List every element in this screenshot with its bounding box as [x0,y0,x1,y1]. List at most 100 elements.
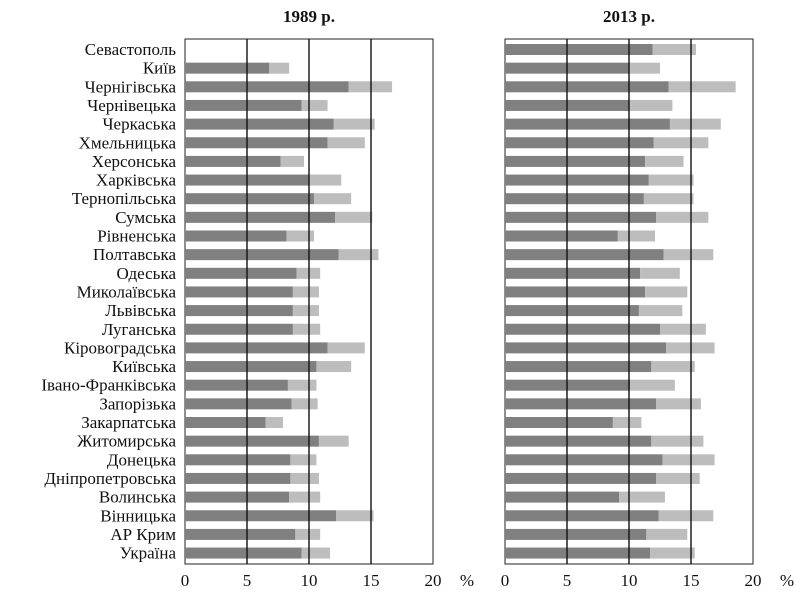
bar-2013-row-12-seg-0 [505,267,641,279]
bar-1989-row-26-seg-1 [295,528,321,540]
bar-1989-row-2-seg-0 [185,81,349,93]
bar-2013-row-0-seg-1 [652,44,696,55]
bar-1989-row-1-seg-1 [269,62,290,74]
bar-1989-row-25-seg-1 [336,510,374,522]
bar-1989-row-4-seg-1 [333,118,375,130]
category-label-27: Україна [120,544,177,563]
bar-2013-row-25-seg-0 [505,510,659,522]
bar-1989-row-6-seg-0 [185,155,281,167]
bar-2013-row-25-seg-1 [658,510,714,522]
bar-1989-row-23-seg-1 [290,472,319,484]
bar-2013-row-14-seg-0 [505,305,639,317]
x-tick-label-2013-0: 0 [501,571,510,590]
panel-1989-title: 1989 р. [283,7,335,26]
category-label-24: Волинська [99,488,177,507]
bar-1989-row-15-seg-1 [292,323,321,335]
category-label-8: Тернопільська [72,189,177,208]
x-tick-label-1989-10: 10 [301,571,318,590]
category-label-3: Чернівецька [87,96,176,115]
panel-2013-title: 2013 р. [603,7,655,26]
bar-1989-row-3-seg-0 [185,99,302,111]
bar-2013-row-10-seg-1 [617,230,656,242]
bar-1989-row-11-seg-1 [338,249,379,261]
bar-1989-row-10-seg-1 [286,230,314,242]
bar-2013-row-14-seg-1 [638,305,683,317]
category-label-19: Запорізька [99,394,176,413]
bar-2013-row-2-seg-1 [668,81,736,93]
category-label-25: Вінницька [100,506,176,525]
bar-1989-row-6-seg-1 [280,155,305,167]
x-unit-label-1989: % [460,571,474,590]
bar-1989-row-18-seg-1 [287,379,317,391]
bar-2013-row-12-seg-1 [640,267,680,279]
bar-1989-row-19-seg-0 [185,398,292,410]
bar-1989-row-24-seg-1 [289,491,321,503]
bar-2013-row-9-seg-0 [505,211,657,223]
category-label-12: Одеська [116,264,176,283]
bar-2013-row-5-seg-1 [653,137,709,149]
bar-1989-row-20-seg-1 [265,417,283,428]
bar-1989-row-5-seg-0 [185,137,328,149]
category-label-15: Луганська [102,320,177,339]
bar-2013-row-8-seg-1 [643,193,694,205]
category-label-22: Донецька [107,450,177,469]
bar-2013-row-20-seg-0 [505,417,613,428]
bar-2013-row-19-seg-1 [656,398,701,410]
bar-2013-row-7-seg-1 [648,174,694,186]
category-label-26: АР Крим [110,525,176,544]
x-tick-label-1989-5: 5 [243,571,252,590]
bar-2013-row-7-seg-0 [505,174,649,186]
bar-2013-row-27-seg-0 [505,547,651,559]
category-label-9: Сумська [115,208,176,227]
bar-1989-row-14-seg-0 [185,305,293,317]
category-label-17: Київська [112,357,176,376]
bar-1989-row-8-seg-0 [185,193,314,205]
category-label-23: Дніпропетровська [44,469,176,488]
category-label-10: Рівненська [97,227,176,246]
category-label-4: Черкаська [103,115,177,134]
bar-1989-row-13-seg-0 [185,286,293,298]
bar-1989-row-9-seg-1 [335,211,373,223]
bar-2013-row-6-seg-1 [645,155,684,167]
bar-1989-row-5-seg-1 [327,137,365,149]
bar-1989-row-3-seg-1 [301,99,328,111]
category-label-1: Київ [143,59,176,78]
bar-2013-row-21-seg-1 [651,435,704,447]
bar-2013-row-4-seg-1 [669,118,721,130]
bar-2013-row-24-seg-1 [619,491,665,503]
bar-2013-row-13-seg-1 [645,286,688,298]
bar-2013-row-21-seg-0 [505,435,652,447]
bar-2013-row-13-seg-0 [505,286,646,298]
bar-1989-row-20-seg-0 [185,417,266,428]
category-label-13: Миколаївська [77,282,177,301]
x-tick-label-2013-10: 10 [621,571,638,590]
category-label-16: Кіровоградська [64,338,176,357]
bar-2013-row-4-seg-0 [505,118,670,130]
bar-2013-row-6-seg-0 [505,155,646,167]
bar-1989-row-10-seg-0 [185,230,287,242]
bar-1989-row-16-seg-1 [327,342,365,354]
bar-1989-row-8-seg-1 [313,193,352,205]
bar-1989-row-11-seg-0 [185,249,339,261]
bar-2013-row-22-seg-0 [505,454,663,466]
bar-2013-row-27-seg-1 [650,547,695,559]
bar-2013-row-23-seg-0 [505,472,657,484]
bar-2013-row-20-seg-1 [612,417,642,428]
x-tick-label-1989-0: 0 [181,571,190,590]
bar-1989-row-26-seg-0 [185,528,296,540]
category-label-11: Полтавська [93,245,176,264]
bar-2013-row-23-seg-1 [656,472,700,484]
bar-1989-row-15-seg-0 [185,323,293,335]
bar-2013-row-15-seg-0 [505,323,660,335]
category-label-6: Херсонська [92,152,177,171]
x-unit-label-2013: % [780,571,794,590]
bar-1989-row-25-seg-0 [185,510,337,522]
x-tick-label-2013-5: 5 [563,571,572,590]
bar-1989-row-23-seg-0 [185,472,291,484]
bar-1989-row-21-seg-0 [185,435,319,447]
bar-1989-row-4-seg-0 [185,118,334,130]
bar-2013-row-0-seg-0 [505,44,653,55]
category-label-7: Харківська [96,171,177,190]
bar-2013-row-24-seg-0 [505,491,620,503]
bar-1989-row-22-seg-1 [290,454,317,466]
